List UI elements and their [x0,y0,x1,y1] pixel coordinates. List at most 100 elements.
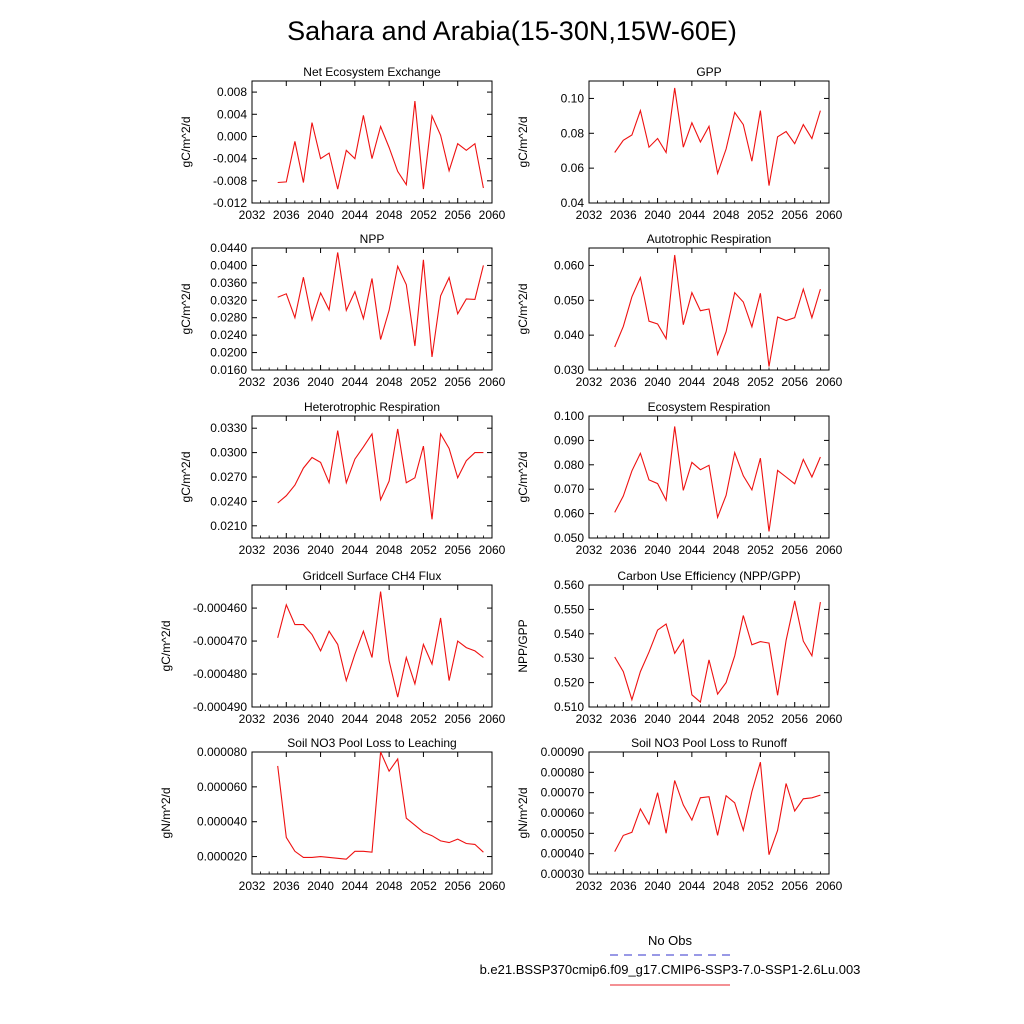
y-tick-label: 0.540 [554,627,584,641]
x-tick-label: 2048 [713,879,740,893]
x-tick-label: 2048 [376,712,403,726]
x-tick-label: 2032 [576,375,603,389]
x-tick-label: 2032 [239,543,266,557]
panel-2: NPP gC/m^2/d 2032 2036 2040 2044 2048 2052 2056 2… [179,232,506,389]
y-tick-label: 0.00040 [541,847,585,861]
y-tick-label: 0.06 [561,161,585,175]
y-tick-label: -0.004 [213,152,247,166]
y-tick-label: 0.004 [217,107,247,121]
y-tick-label: 0.00060 [541,806,585,820]
x-tick-label: 2060 [479,208,506,222]
y-tick-label: 0.080 [554,458,584,472]
panel-title: Gridcell Surface CH4 Flux [303,569,442,583]
y-tick-label: 0.00090 [541,745,585,759]
x-tick-label: 2044 [342,879,369,893]
x-tick-label: 2036 [273,879,300,893]
panel-title: Carbon Use Efficiency (NPP/GPP) [617,569,800,583]
x-tick-label: 2036 [610,712,637,726]
y-tick-label: 0.00030 [541,867,585,881]
y-axis-label: NPP/GPP [516,619,530,672]
y-axis-label: gN/m^2/d [516,788,530,839]
x-tick-label: 2032 [239,208,266,222]
y-tick-label: 0.0330 [210,421,247,435]
x-tick-label: 2060 [816,712,843,726]
x-tick-label: 2052 [747,879,774,893]
y-tick-label: 0.510 [554,700,584,714]
x-tick-label: 2048 [713,208,740,222]
x-tick-label: 2040 [307,543,334,557]
x-tick-label: 2040 [644,375,671,389]
x-tick-label: 2044 [342,375,369,389]
series-line [277,252,484,357]
y-tick-label: -0.000490 [193,700,247,714]
x-tick-label: 2040 [644,208,671,222]
y-tick-label: 0.090 [554,433,584,447]
panel-title: GPP [696,65,721,79]
y-tick-label: -0.008 [213,174,247,188]
series-line [277,591,484,698]
series-line [614,600,821,704]
x-tick-label: 2032 [576,879,603,893]
y-tick-label: 0.070 [554,482,584,496]
x-tick-label: 2056 [781,375,808,389]
x-tick-label: 2056 [781,712,808,726]
y-tick-label: 0.0320 [210,293,247,307]
x-tick-label: 2056 [781,543,808,557]
y-tick-label: 0.04 [561,196,585,210]
x-tick-label: 2032 [576,543,603,557]
panel-6: Gridcell Surface CH4 Flux gC/m^2/d 2032 203… [159,569,506,726]
series-line [614,87,821,186]
x-tick-label: 2036 [610,375,637,389]
panel-5: Ecosystem Respiration gC/m^2/d 2032 2036 204… [516,400,843,557]
plot-frame [588,415,830,539]
x-tick-label: 2056 [781,879,808,893]
y-tick-label: 0.0160 [210,363,247,377]
x-tick-label: 2040 [307,879,334,893]
y-tick-label: 0.550 [554,602,584,616]
y-axis-label: gC/m^2/d [516,117,530,168]
panel-title: Net Ecosystem Exchange [303,65,441,79]
series-line [277,751,484,860]
legend: No Obs b.e21.BSSP370cmip6.f09_g17.CMIP6-… [480,933,861,986]
x-tick-label: 2060 [816,879,843,893]
x-tick-label: 2052 [410,208,437,222]
y-tick-label: 0.060 [554,258,584,272]
x-tick-label: 2040 [644,879,671,893]
x-tick-label: 2048 [713,712,740,726]
y-tick-label: 0.0440 [210,241,247,255]
legend-label-run: b.e21.BSSP370cmip6.f09_g17.CMIP6-SSP3-7.… [480,962,861,977]
x-tick-label: 2044 [342,543,369,557]
x-tick-label: 2052 [747,712,774,726]
y-tick-label: 0.0360 [210,276,247,290]
plot-frame [588,584,830,708]
x-tick-label: 2056 [444,375,471,389]
x-tick-label: 2040 [307,208,334,222]
y-tick-label: -0.000470 [193,634,247,648]
y-tick-label: 0.030 [554,363,584,377]
y-tick-label: 0.050 [554,293,584,307]
panel-9: Soil NO3 Pool Loss to Runoff gN/m^2/d 2032… [516,736,843,893]
y-axis-label: gC/m^2/d [516,284,530,335]
x-tick-label: 2052 [410,375,437,389]
panels: Net Ecosystem Exchange gC/m^2/d 2032 2036 20… [159,65,843,893]
y-tick-label: 0.00070 [541,786,585,800]
y-tick-label: 0.08 [561,126,585,140]
plot-frame [251,751,493,875]
plot-frame [251,80,493,204]
y-tick-label: 0.000 [217,129,247,143]
panel-title: Soil NO3 Pool Loss to Leaching [287,736,456,750]
x-tick-label: 2060 [479,375,506,389]
panel-3: Autotrophic Respiration gC/m^2/d 2032 2036 2… [516,232,843,389]
x-tick-label: 2056 [444,208,471,222]
x-tick-label: 2040 [644,712,671,726]
series-line [277,100,484,190]
x-tick-label: 2032 [239,375,266,389]
x-tick-label: 2036 [610,543,637,557]
panel-title: Soil NO3 Pool Loss to Runoff [631,736,788,750]
x-tick-label: 2056 [781,208,808,222]
y-tick-label: 0.0400 [210,258,247,272]
y-tick-label: 0.0240 [210,494,247,508]
y-tick-label: 0.10 [561,91,585,105]
y-axis-label: gC/m^2/d [179,117,193,168]
y-tick-label: 0.0210 [210,519,247,533]
